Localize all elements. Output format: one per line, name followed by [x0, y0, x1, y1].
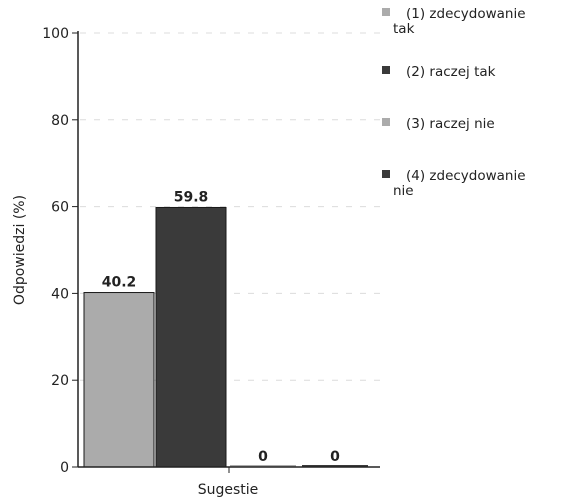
legend-swatch-1: [382, 8, 390, 16]
legend-label-4: (4) zdecydowanie nie: [393, 168, 526, 199]
legend-swatch-3: [382, 118, 390, 126]
data-labels: 40.2 59.8 0 0: [102, 189, 340, 465]
y-tick-label: 80: [51, 113, 69, 129]
data-label-1: 40.2: [102, 275, 137, 291]
x-axis-title: Sugestie: [198, 482, 259, 498]
y-tick-label: 40: [51, 286, 69, 302]
legend-label-1: (1) zdecydowanie tak: [393, 6, 526, 37]
data-label-3: 0: [258, 449, 268, 465]
y-axis-title: Odpowiedzi (%): [12, 195, 28, 305]
y-tick-label: 60: [51, 200, 69, 216]
y-ticks: 0 20 40 60 80 100: [42, 26, 78, 476]
y-tick-label: 100: [42, 26, 69, 42]
data-label-2: 59.8: [174, 189, 209, 205]
legend-swatch-4: [382, 170, 390, 178]
bar-2: [155, 206, 227, 468]
legend-swatch-2: [382, 66, 390, 74]
axes: [77, 31, 380, 473]
data-label-4: 0: [330, 449, 340, 465]
y-tick-label: 20: [51, 373, 69, 389]
y-tick-label: 0: [60, 460, 69, 476]
legend-label-2: (2) raczej tak: [406, 64, 496, 80]
legend-label-3: (3) raczej nie: [406, 116, 495, 132]
bars: [83, 206, 368, 468]
legend: (1) zdecydowanie tak (2) raczej tak (3) rac…: [382, 6, 526, 199]
bar-1: [83, 292, 155, 468]
